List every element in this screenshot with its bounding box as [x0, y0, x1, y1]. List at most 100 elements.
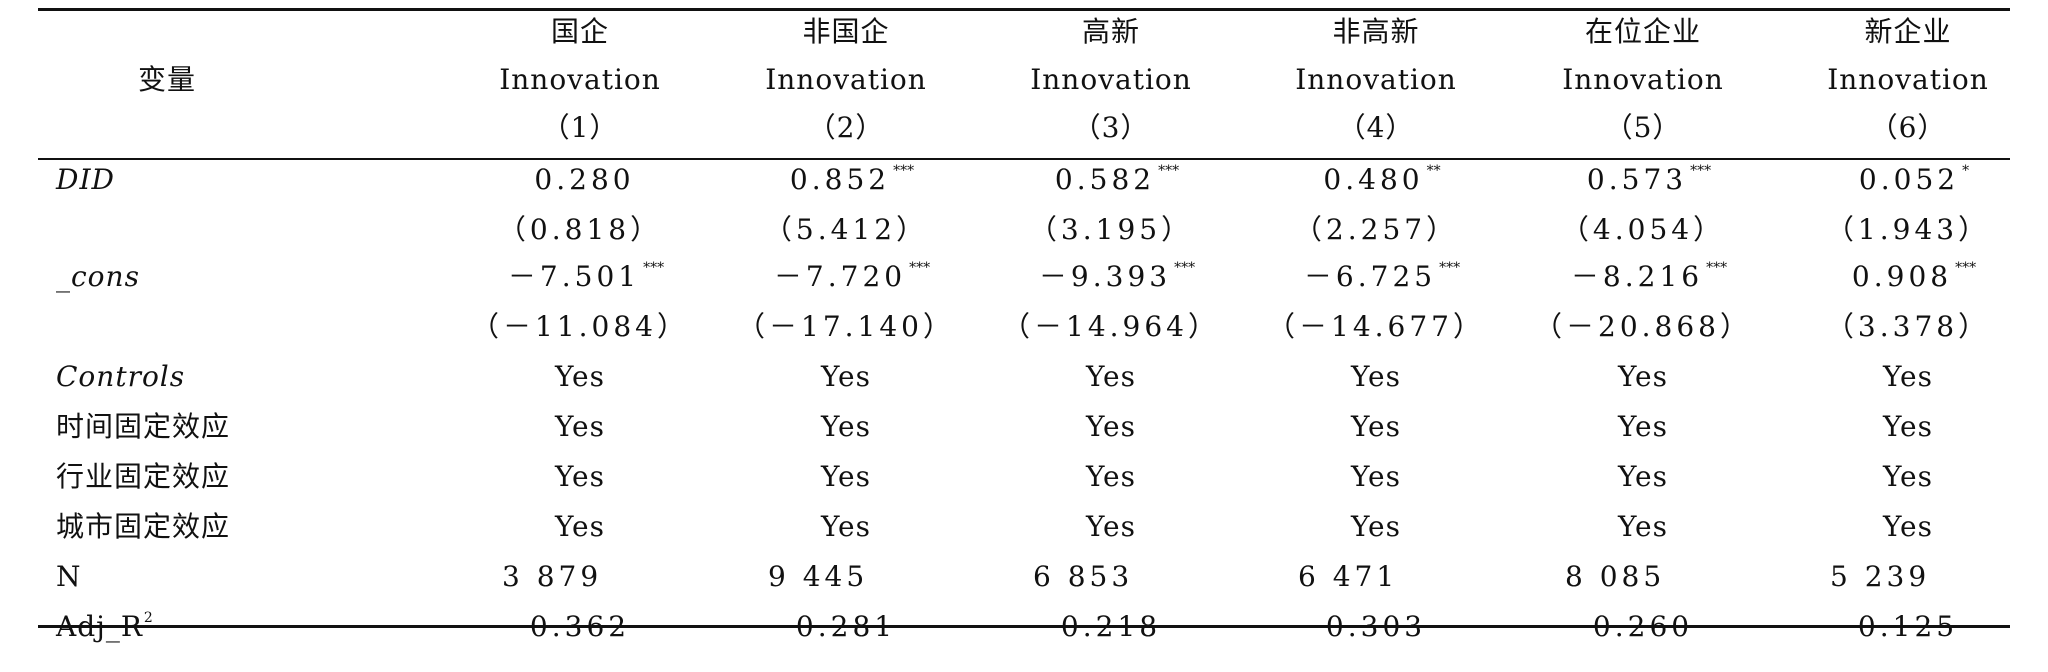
value-cell: Yes	[1351, 510, 1401, 543]
coefficient-value: 0.480	[1323, 163, 1424, 196]
value-cell: Yes	[821, 360, 871, 393]
value-cell: Yes	[1351, 360, 1401, 393]
coefficient-value: 0.852	[789, 163, 891, 196]
column-group-label: 高新	[1081, 15, 1141, 48]
coefficient-cell: －7.720 ***	[773, 259, 931, 293]
header-rule	[38, 158, 2010, 160]
column-dependent-var: Innovation	[1827, 63, 1989, 96]
coefficient-value: －7.720	[773, 260, 907, 293]
t-statistic-cell: （0.818）	[497, 213, 663, 246]
coefficient-value: －9.393	[1038, 260, 1172, 293]
value-cell: 8 085	[1565, 560, 1666, 593]
value-cell: 5 239	[1830, 560, 1931, 593]
t-statistic-cell: （－14.677）	[1267, 310, 1485, 343]
value-cell: 0.125	[1857, 610, 1959, 643]
value-cell: Yes	[555, 360, 605, 393]
value-cell: Yes	[1618, 510, 1668, 543]
row-label-industry-fe: 行业固定效应	[56, 460, 231, 493]
column-dependent-var: Innovation	[1295, 63, 1457, 96]
t-statistic-cell: （1.943）	[1825, 213, 1991, 246]
column-group-label: 非国企	[802, 15, 890, 48]
value-cell: Yes	[1618, 410, 1668, 443]
value-cell: Yes	[1351, 410, 1401, 443]
coefficient-cell: －9.393 ***	[1038, 259, 1196, 293]
bottom-rule	[38, 625, 2010, 628]
column-number: （4）	[1337, 111, 1415, 144]
column-number: （3）	[1072, 111, 1150, 144]
value-cell: Yes	[1883, 460, 1933, 493]
significance-stars: **	[1426, 162, 1441, 179]
column-group-label: 国企	[550, 15, 610, 48]
variable-header: 变量	[138, 63, 197, 96]
t-statistic-cell: （－20.868）	[1534, 310, 1752, 343]
value-cell: Yes	[1351, 460, 1401, 493]
coefficient-value: －6.725	[1303, 260, 1437, 293]
value-cell: Yes	[555, 460, 605, 493]
regression-table: 变量 国企 Innovation （1） 非国企 Innovation （2） 高新 Innov…	[38, 8, 2010, 641]
column-group-label: 在位企业	[1584, 15, 1702, 48]
t-statistic-cell: （2.257）	[1293, 213, 1459, 246]
significance-stars: ***	[1955, 259, 1977, 276]
significance-stars: ***	[1174, 259, 1196, 276]
column-number: （2）	[807, 111, 885, 144]
adj-r-text: Adj_R	[56, 610, 143, 643]
value-cell: 6 471	[1298, 560, 1399, 593]
column-group-label: 非高新	[1332, 15, 1420, 48]
column-dependent-var: Innovation	[499, 63, 661, 96]
t-statistic-cell: （5.412）	[763, 213, 929, 246]
coefficient-cell: 0.573 ***	[1586, 163, 1711, 196]
row-label-time-fe: 时间固定效应	[56, 410, 231, 443]
value-cell: Yes	[555, 410, 605, 443]
value-cell: Yes	[1086, 510, 1136, 543]
t-statistic-cell: （－17.140）	[737, 310, 955, 343]
row-label-n: N	[56, 560, 82, 593]
value-cell: Yes	[1086, 410, 1136, 443]
column-number: （6）	[1869, 111, 1947, 144]
column-number: （1）	[541, 111, 619, 144]
value-cell: Yes	[821, 410, 871, 443]
row-label-adj-r2: Adj_R2	[56, 609, 153, 643]
column-dependent-var: Innovation	[1562, 63, 1724, 96]
column-dependent-var: Innovation	[1030, 63, 1192, 96]
t-statistic-cell: （3.378）	[1825, 310, 1991, 343]
significance-stars: ***	[643, 259, 665, 276]
value-cell: 3 879	[502, 560, 603, 593]
coefficient-value: 0.582	[1054, 163, 1156, 196]
value-cell: 0.303	[1325, 610, 1427, 643]
row-label-controls: Controls	[56, 360, 186, 393]
value-cell: Yes	[1618, 360, 1668, 393]
coefficient-value: 0.573	[1586, 163, 1688, 196]
coefficient-value: 0.908	[1851, 260, 1953, 293]
coefficient-cell: 0.480 **	[1323, 162, 1441, 196]
significance-stars: *	[1962, 162, 1970, 179]
value-cell: 0.260	[1592, 610, 1694, 643]
row-label-city-fe: 城市固定效应	[56, 510, 231, 543]
t-statistic-cell: （－14.964）	[1002, 310, 1220, 343]
row-label-did: DID	[56, 163, 115, 196]
significance-stars: ***	[1706, 259, 1728, 276]
value-cell: Yes	[1086, 360, 1136, 393]
coefficient-cell: 0.908 ***	[1851, 259, 1977, 293]
coefficient-value: －8.216	[1570, 260, 1704, 293]
top-rule	[38, 8, 2010, 11]
coefficient-cell: －6.725 ***	[1303, 260, 1460, 293]
value-cell: 0.218	[1060, 610, 1162, 643]
value-cell: Yes	[821, 510, 871, 543]
value-cell: Yes	[555, 510, 605, 543]
adj-r-superscript: 2	[143, 609, 153, 626]
value-cell: 9 445	[768, 560, 869, 593]
significance-stars: ***	[1158, 162, 1180, 179]
coefficient-value: 0.052	[1858, 163, 1960, 196]
value-cell: Yes	[1883, 510, 1933, 543]
coefficient-cell: －7.501 ***	[507, 259, 665, 293]
column-group-label: 新企业	[1864, 15, 1952, 48]
coefficient-value: －7.501	[507, 260, 641, 293]
t-statistic-cell: （－11.084）	[471, 310, 689, 343]
column-dependent-var: Innovation	[765, 63, 927, 96]
significance-stars: ***	[893, 162, 915, 179]
coefficient-cell: 0.280	[534, 166, 637, 194]
row-label-cons: _cons	[56, 260, 140, 293]
coefficient-value: 0.280	[534, 163, 635, 196]
coefficient-cell: －8.216 ***	[1570, 259, 1728, 293]
significance-stars: ***	[909, 259, 931, 276]
